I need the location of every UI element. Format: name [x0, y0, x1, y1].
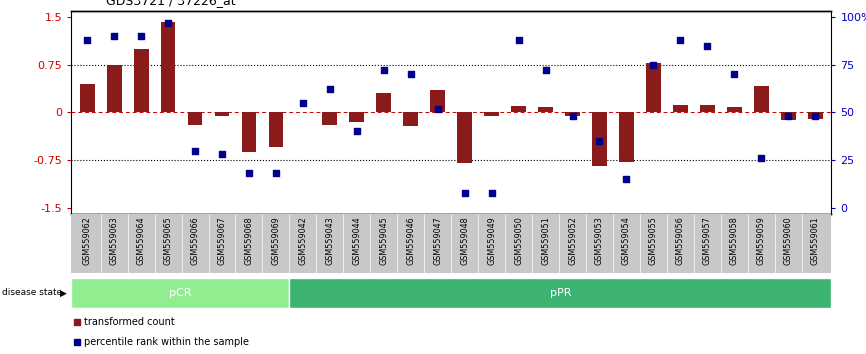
Bar	[349, 113, 365, 122]
Point	[727, 72, 741, 77]
Point	[485, 190, 499, 195]
Text: GSM559053: GSM559053	[595, 216, 604, 265]
Text: pPR: pPR	[550, 288, 572, 298]
Point	[296, 100, 310, 106]
Text: ▶: ▶	[60, 289, 67, 297]
Text: disease state: disease state	[2, 289, 62, 297]
Bar	[753, 86, 769, 113]
Point	[323, 87, 337, 92]
Point	[377, 68, 391, 73]
Text: GSM559047: GSM559047	[433, 216, 443, 265]
Text: GSM559049: GSM559049	[488, 216, 496, 265]
Bar	[80, 84, 94, 113]
Bar	[289, 278, 831, 308]
Text: GSM559058: GSM559058	[730, 216, 739, 265]
Text: GSM559065: GSM559065	[164, 216, 172, 265]
Bar	[727, 107, 741, 113]
Bar	[242, 113, 256, 152]
Bar	[511, 106, 526, 113]
Point	[592, 138, 606, 144]
Point	[647, 62, 661, 68]
Text: GSM559069: GSM559069	[271, 216, 281, 265]
Bar	[700, 105, 714, 113]
Bar	[565, 113, 580, 115]
Text: GSM559052: GSM559052	[568, 216, 577, 265]
Point	[808, 113, 822, 119]
Point	[674, 37, 688, 43]
Point	[215, 152, 229, 157]
Point	[565, 113, 579, 119]
Point	[619, 176, 633, 182]
Bar	[188, 113, 203, 125]
Text: GSM559056: GSM559056	[675, 216, 685, 265]
Point	[539, 68, 553, 73]
Text: GSM559068: GSM559068	[244, 216, 254, 264]
Text: GSM559050: GSM559050	[514, 216, 523, 265]
Text: GSM559051: GSM559051	[541, 216, 550, 265]
Text: GSM559059: GSM559059	[757, 216, 766, 265]
Bar	[619, 113, 634, 162]
Bar	[161, 22, 176, 113]
Bar	[215, 113, 229, 115]
Text: GSM559067: GSM559067	[217, 216, 227, 265]
Bar	[322, 113, 337, 125]
Text: GSM559057: GSM559057	[703, 216, 712, 265]
Point	[458, 190, 472, 195]
Point	[188, 148, 202, 153]
Bar	[592, 113, 607, 166]
Point	[134, 33, 148, 39]
Bar	[646, 63, 661, 113]
Bar	[71, 278, 289, 308]
Text: GSM559055: GSM559055	[649, 216, 658, 265]
Point	[269, 171, 283, 176]
Bar	[107, 65, 121, 113]
Text: GSM559062: GSM559062	[82, 216, 92, 265]
Text: GSM559060: GSM559060	[784, 216, 792, 264]
Point	[404, 72, 417, 77]
Bar	[430, 90, 445, 113]
Text: percentile rank within the sample: percentile rank within the sample	[84, 337, 249, 348]
Bar	[377, 93, 391, 113]
Text: GDS3721 / 37226_at: GDS3721 / 37226_at	[106, 0, 236, 7]
Text: GSM559045: GSM559045	[379, 216, 388, 265]
Text: GSM559042: GSM559042	[299, 216, 307, 265]
Text: GSM559048: GSM559048	[460, 216, 469, 264]
Point	[701, 43, 714, 48]
Text: pCR: pCR	[169, 288, 191, 298]
Point	[754, 155, 768, 161]
Text: GSM559046: GSM559046	[406, 216, 415, 264]
Point	[81, 37, 94, 43]
Bar	[133, 49, 149, 113]
Text: transformed count: transformed count	[84, 317, 175, 327]
Bar	[268, 113, 283, 147]
Bar	[781, 113, 796, 120]
Text: GSM559066: GSM559066	[191, 216, 199, 264]
Point	[430, 106, 444, 112]
Text: GSM559063: GSM559063	[110, 216, 119, 264]
Bar	[538, 107, 553, 113]
Bar	[484, 113, 499, 115]
Bar	[404, 113, 418, 126]
Text: GSM559043: GSM559043	[326, 216, 334, 264]
Text: GSM559044: GSM559044	[352, 216, 361, 264]
Point	[781, 113, 795, 119]
Point	[512, 37, 526, 43]
Bar	[457, 113, 472, 163]
Text: GSM559054: GSM559054	[622, 216, 631, 265]
Point	[350, 129, 364, 134]
Bar	[808, 113, 823, 119]
Point	[242, 171, 255, 176]
Text: GSM559061: GSM559061	[811, 216, 820, 264]
Text: GSM559064: GSM559064	[137, 216, 145, 264]
Point	[107, 33, 121, 39]
Bar	[673, 105, 688, 113]
Point	[161, 20, 175, 25]
